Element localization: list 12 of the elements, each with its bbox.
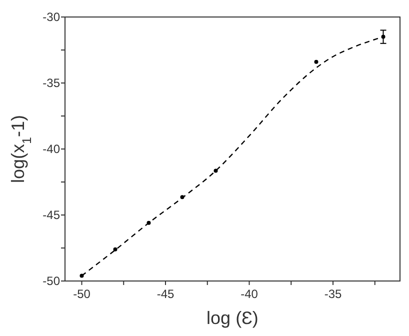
x-tick-label: -35 xyxy=(324,287,342,301)
point xyxy=(113,247,118,252)
x-tick-label: -50 xyxy=(73,287,91,301)
y-tick-label: -35 xyxy=(42,76,60,90)
y-tick-label: -50 xyxy=(42,274,60,288)
point xyxy=(314,60,318,64)
x-tick-label: -40 xyxy=(240,287,258,301)
y-tick-label: -30 xyxy=(42,10,60,24)
x-axis-title: log (Ɛ) xyxy=(206,308,258,328)
x-tick-label: -45 xyxy=(156,287,174,301)
y-tick-label: -40 xyxy=(42,142,60,156)
y-tick-label: -45 xyxy=(42,208,60,222)
